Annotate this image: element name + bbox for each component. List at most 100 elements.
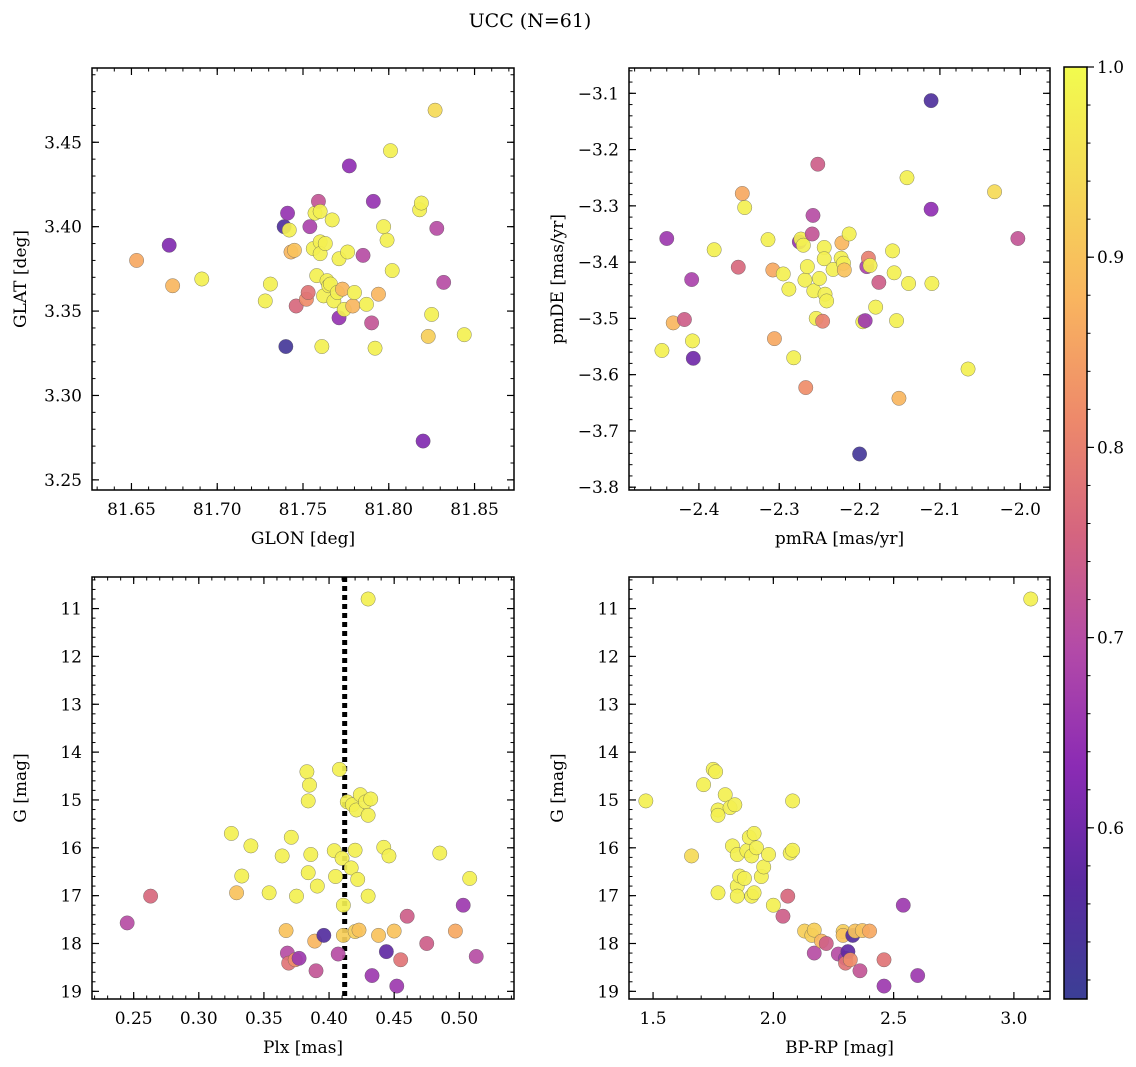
data-point — [280, 205, 296, 221]
y-tick-label: 18 — [60, 934, 82, 954]
data-point — [324, 212, 340, 228]
data-point — [806, 945, 822, 961]
y-tick-label: −3.2 — [578, 141, 619, 161]
data-point — [805, 207, 821, 223]
x-axis-label: BP-RP [mag] — [785, 1038, 894, 1058]
data-point — [330, 946, 346, 962]
data-point — [413, 195, 429, 211]
data-point — [314, 339, 330, 354]
data-point — [706, 242, 722, 258]
data-point — [303, 847, 319, 862]
data-point — [351, 922, 367, 938]
data-point — [780, 888, 796, 904]
data-point — [862, 258, 878, 273]
data-point — [312, 204, 328, 219]
data-point — [684, 272, 700, 288]
data-point — [371, 286, 386, 302]
data-point — [300, 285, 316, 300]
data-point — [427, 102, 443, 118]
y-tick-label: −3.6 — [578, 366, 619, 386]
data-point — [309, 878, 325, 894]
data-point — [795, 237, 811, 253]
data-point — [638, 793, 654, 809]
y-tick-label: 16 — [597, 839, 619, 859]
data-point — [379, 232, 395, 248]
data-point — [785, 793, 801, 809]
data-point — [161, 237, 177, 253]
data-point — [891, 390, 907, 406]
data-point — [274, 848, 290, 864]
data-point — [685, 350, 701, 366]
data-point — [278, 923, 294, 939]
data-point — [340, 244, 356, 260]
colorbar-ticks: 0.6 0.7 0.8 0.9 1.0 — [1087, 58, 1124, 981]
colorbar-tick-label: 0.6 — [1097, 819, 1124, 839]
data-point — [841, 226, 857, 242]
y-tick-label: −3.5 — [578, 309, 619, 329]
data-point — [384, 263, 400, 279]
data-point — [360, 591, 376, 607]
y-tick-label: 11 — [60, 600, 82, 620]
y-tick-label: −3.8 — [578, 478, 619, 498]
data-point — [749, 840, 764, 856]
data-point — [1010, 231, 1026, 246]
x-axis-label: pmRA [mas/yr] — [775, 529, 904, 549]
data-point — [708, 764, 724, 780]
data-point — [1023, 591, 1039, 607]
data-point — [923, 93, 939, 109]
panel-bprp-g: 1.5 2.0 2.5 3.0 11 12 13 14 15 16 17 18 19 BP-RP [mag… — [548, 576, 1051, 1058]
data-point — [335, 897, 351, 913]
data-point — [815, 313, 831, 329]
data-point — [223, 826, 239, 841]
data-point — [367, 340, 383, 356]
data-point — [901, 276, 917, 291]
data-point — [889, 313, 904, 329]
data-point — [334, 850, 350, 866]
figure-title: UCC (N=61) — [469, 10, 592, 32]
x-tick-label: 0.35 — [245, 1009, 283, 1029]
data-point — [781, 281, 797, 297]
y-tick-label: 14 — [60, 743, 82, 763]
data-point — [257, 293, 273, 309]
data-point — [119, 915, 135, 931]
data-point — [328, 869, 344, 884]
data-point — [862, 923, 878, 939]
data-point — [432, 845, 448, 861]
x-tick-label: 0.45 — [375, 1009, 413, 1029]
data-point — [798, 380, 814, 396]
y-tick-label: −3.7 — [578, 422, 619, 442]
data-point — [393, 952, 409, 968]
data-point — [696, 777, 712, 793]
data-point — [923, 201, 939, 217]
data-point — [424, 306, 440, 322]
data-point — [746, 885, 762, 901]
data-point — [350, 871, 366, 887]
axes-frame — [628, 576, 1051, 1000]
data-point — [886, 265, 902, 281]
data-point — [868, 299, 884, 315]
colorbar-gradient — [1063, 66, 1088, 1000]
data-point — [447, 923, 463, 939]
y-tick-label: −3.4 — [578, 253, 619, 273]
data-point — [746, 826, 762, 841]
data-point — [730, 259, 746, 275]
data-point — [737, 870, 752, 886]
data-point — [734, 186, 750, 201]
data-point — [462, 870, 478, 886]
y-tick-label: 3.25 — [44, 471, 82, 491]
x-tick-label: −2.1 — [919, 500, 960, 520]
x-tick-label: 81.85 — [450, 500, 499, 520]
data-point — [876, 978, 892, 994]
data-point — [895, 897, 911, 913]
scatter-points — [119, 591, 484, 994]
data-point — [910, 968, 926, 984]
y-tick-label: 3.40 — [44, 218, 82, 238]
x-tick-label: 81.65 — [107, 500, 156, 520]
y-axis-label: G [mag] — [11, 753, 31, 822]
data-point — [420, 328, 436, 344]
data-point — [436, 274, 452, 290]
x-tick-label: 81.75 — [279, 500, 328, 520]
y-tick-label: 3.45 — [44, 133, 82, 153]
data-point — [332, 761, 347, 777]
y-tick-label: 11 — [597, 600, 619, 620]
